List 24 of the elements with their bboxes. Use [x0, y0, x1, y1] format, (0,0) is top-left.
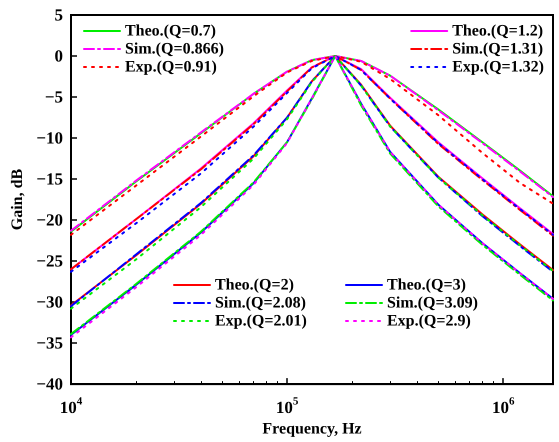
legend-label: Theo.(Q=2) [215, 276, 294, 294]
y-tick-label: −35 [36, 334, 63, 353]
legend-label: Sim.(Q=1.31) [452, 40, 544, 58]
y-tick-label: −40 [36, 374, 63, 394]
y-tick-label: −15 [36, 170, 63, 189]
y-tick-label: 5 [54, 6, 63, 24]
legend-label: Theo.(Q=1.2) [452, 22, 544, 40]
y-tick-label: −5 [44, 88, 63, 107]
y-axis-title: Gain, dB [8, 168, 26, 230]
legend-label: Sim.(Q=3.09) [387, 294, 478, 312]
y-tick-label: −25 [36, 252, 63, 271]
legend-label: Exp.(Q=2.9) [387, 312, 471, 330]
legend-label: Theo.(Q=0.7) [125, 22, 216, 40]
legend-label: Exp.(Q=2.01) [215, 312, 307, 330]
legend-label: Exp.(Q=0.91) [125, 58, 217, 76]
y-tick-label: −10 [36, 128, 63, 148]
legend-label: Sim.(Q=0.866) [125, 40, 224, 58]
legend-label: Sim.(Q=2.08) [215, 294, 306, 312]
y-tick-label: −20 [36, 210, 63, 230]
legend-label: Theo.(Q=3) [387, 276, 466, 294]
y-tick-label: 0 [54, 46, 63, 66]
x-axis-title: Frequency, Hz [262, 420, 362, 438]
y-tick-label: −30 [36, 292, 63, 312]
legend-label: Exp.(Q=1.32) [452, 58, 544, 76]
